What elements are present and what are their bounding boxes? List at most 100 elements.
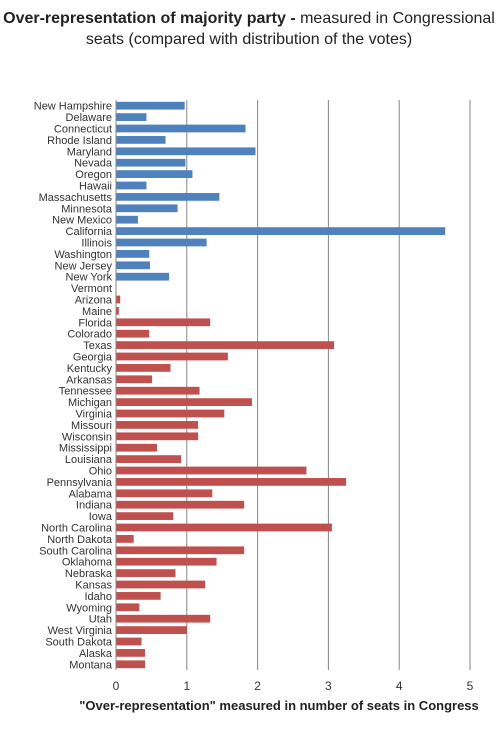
chart-title-bold: Over-representation of majority party -	[3, 10, 296, 27]
category-label: Utah	[89, 614, 112, 626]
category-label: Alabama	[69, 488, 113, 500]
category-label: Oregon	[75, 169, 112, 181]
category-label: Arkansas	[66, 374, 112, 386]
category-label: Oklahoma	[62, 557, 113, 569]
category-label: Florida	[78, 317, 113, 329]
category-label: Delaware	[66, 112, 112, 124]
x-tick-label: 5	[467, 679, 474, 693]
bar	[116, 181, 147, 190]
bar	[116, 637, 142, 646]
bar	[116, 535, 134, 543]
category-label: Iowa	[89, 511, 113, 523]
category-label: Ohio	[89, 466, 112, 478]
category-label: Massachusetts	[39, 192, 113, 204]
chart-title-rest: measured in Congressional seats (compare…	[85, 10, 495, 48]
bar	[116, 352, 228, 361]
bar	[116, 421, 199, 429]
bar	[116, 557, 217, 566]
category-label: Idaho	[84, 591, 112, 603]
bar	[116, 512, 174, 520]
bar	[116, 158, 186, 167]
category-label: North Carolina	[41, 523, 113, 535]
bar	[116, 386, 200, 395]
category-label: Wisconsin	[62, 431, 112, 443]
bar	[116, 261, 150, 270]
bar	[116, 272, 170, 281]
category-label: Montana	[69, 659, 113, 671]
bar	[116, 375, 153, 384]
bar	[116, 580, 206, 589]
category-label: Rhode Island	[47, 135, 112, 147]
bar	[116, 136, 166, 144]
bar	[116, 443, 158, 452]
bar	[116, 250, 150, 258]
bar	[116, 500, 245, 509]
bar	[116, 238, 207, 247]
bar	[116, 603, 140, 612]
bar	[116, 592, 161, 600]
category-label: Connecticut	[54, 124, 112, 136]
bar	[116, 432, 199, 441]
bar	[116, 147, 256, 156]
category-label: Michigan	[68, 397, 112, 409]
bar	[116, 101, 185, 110]
bar	[116, 478, 347, 486]
category-label: Vermont	[71, 283, 112, 295]
category-label: Kansas	[75, 580, 112, 592]
x-tick-label: 3	[325, 679, 332, 693]
bar	[116, 295, 121, 304]
x-tick-label: 0	[113, 679, 120, 693]
category-label: California	[66, 226, 113, 238]
bar	[116, 329, 150, 338]
category-label: New Hampshire	[34, 101, 112, 113]
bar	[116, 124, 246, 133]
bar	[116, 341, 335, 349]
bar	[116, 227, 446, 235]
category-label: Hawaii	[79, 181, 112, 193]
bar	[116, 660, 146, 669]
category-label: Washington	[54, 249, 112, 261]
category-label: Indiana	[76, 500, 113, 512]
bar	[116, 364, 171, 372]
x-axis-label: "Over-representation" measured in number…	[79, 698, 479, 713]
category-label: North Dakota	[47, 534, 113, 546]
bar	[116, 307, 119, 315]
bar	[116, 170, 193, 178]
bar	[116, 113, 147, 121]
category-label: New York	[66, 272, 113, 284]
chart-title: Over-representation of majority party - …	[0, 8, 498, 50]
category-label: Louisiana	[65, 454, 113, 466]
category-label: Wyoming	[66, 602, 112, 614]
category-label: Pennsylvania	[47, 477, 113, 489]
bar	[116, 409, 225, 418]
x-tick-label: 4	[396, 679, 403, 693]
category-label: Colorado	[67, 329, 112, 341]
category-label: Nebraska	[65, 568, 113, 580]
bar	[116, 626, 187, 634]
bar	[116, 649, 146, 657]
category-label: Maine	[82, 306, 112, 318]
x-tick-label: 2	[254, 679, 261, 693]
bar	[116, 466, 307, 475]
category-label: Minnesota	[61, 203, 113, 215]
bar	[116, 569, 176, 577]
category-label: Nevada	[74, 158, 113, 170]
bar	[116, 215, 138, 224]
bar	[116, 489, 213, 498]
category-label: Georgia	[73, 352, 113, 364]
category-label: Alaska	[79, 648, 113, 660]
category-label: Kentucky	[67, 363, 113, 375]
category-label: Illinois	[81, 238, 112, 250]
category-label: Missouri	[71, 420, 112, 432]
bar	[116, 614, 211, 623]
category-label: Arizona	[75, 295, 113, 307]
bar	[116, 193, 220, 201]
category-label: West Virginia	[48, 625, 113, 637]
category-label: South Carolina	[39, 545, 113, 557]
category-label: New Jersey	[55, 260, 113, 272]
bar	[116, 523, 332, 532]
x-tick-label: 1	[183, 679, 190, 693]
category-label: Tennessee	[59, 386, 112, 398]
category-label: South Dakota	[45, 637, 113, 649]
